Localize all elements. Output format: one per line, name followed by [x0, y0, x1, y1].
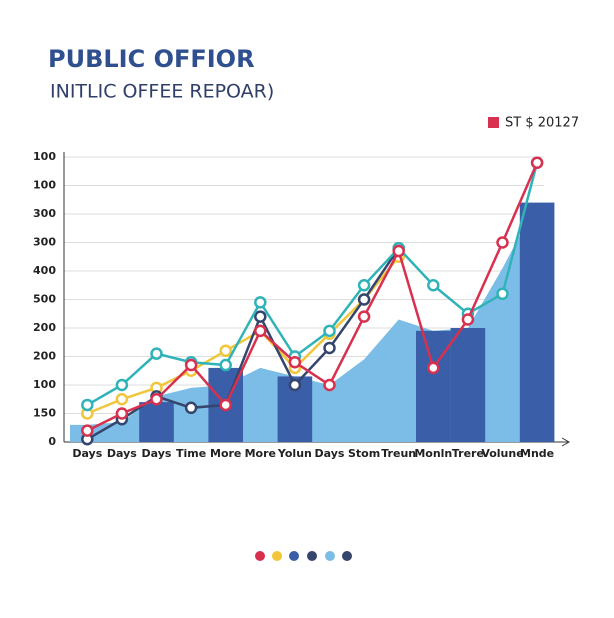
bar [450, 328, 486, 442]
point [496, 236, 509, 249]
x-tick-label: Treun [381, 447, 416, 460]
point [357, 293, 371, 306]
bar [519, 202, 555, 442]
bar [139, 402, 174, 442]
y-tick-label: 400 [33, 264, 56, 277]
point [115, 393, 129, 406]
y-tick-label: 200 [33, 350, 56, 363]
point [254, 324, 267, 338]
y-tick-label: 100 [33, 179, 56, 192]
point [427, 361, 440, 375]
point [357, 279, 371, 292]
point [323, 324, 336, 338]
x-tick-label: Yolun [277, 447, 312, 460]
dot [255, 551, 265, 561]
decor-dots [255, 551, 352, 561]
point [254, 296, 267, 309]
point [288, 355, 302, 369]
point [219, 398, 232, 412]
chart-subtitle: INITLIC OFFEE REPOAR) [50, 81, 274, 103]
point [427, 279, 440, 292]
point [357, 310, 371, 323]
point [496, 287, 509, 301]
dot [289, 551, 299, 561]
y-tick-label: 500 [33, 293, 56, 306]
point [323, 378, 336, 392]
line [86, 247, 400, 441]
y-tick-label: 150 [33, 407, 56, 420]
x-tick-label: Volune [481, 447, 523, 460]
x-tick-label: Days [142, 447, 172, 460]
point [184, 358, 198, 372]
y-tick-label: 300 [33, 236, 56, 249]
point [115, 407, 129, 420]
y-tick-label: 200 [33, 321, 56, 334]
x-axis-arrow [561, 437, 571, 447]
x-tick-label: Days [315, 447, 345, 460]
point [323, 341, 336, 355]
x-tick-label: More [245, 447, 276, 460]
legend-swatch [488, 117, 499, 128]
point [392, 244, 405, 258]
dot [272, 551, 282, 561]
point [184, 401, 198, 415]
point [254, 310, 267, 323]
bar [416, 330, 451, 442]
dot [325, 551, 335, 561]
point [81, 398, 94, 412]
y-tick-label: 300 [33, 207, 56, 220]
point [150, 393, 163, 406]
x-tick-label: Stom [348, 447, 380, 460]
x-tick-label: Days [72, 447, 102, 460]
point [219, 344, 232, 358]
y-tick-label: 100 [33, 150, 56, 163]
point [461, 313, 475, 326]
chart-title: PUBLIC OFFIOR [48, 45, 255, 73]
point [150, 347, 163, 360]
dot [342, 551, 352, 561]
x-tick-label: Time [176, 447, 206, 460]
point [288, 378, 302, 392]
y-tick-label: 0 [48, 435, 56, 448]
y-tick-label: 100 [33, 378, 56, 391]
line [86, 255, 400, 415]
x-tick-label: Monln [414, 447, 452, 460]
x-tick-label: Trere [452, 447, 484, 460]
point [530, 156, 544, 169]
x-tick-label: Days [107, 447, 137, 460]
legend-label: ST $ 20127 [505, 116, 579, 131]
point [81, 424, 94, 437]
x-tick-label: More [210, 447, 241, 460]
line [86, 162, 539, 432]
point [115, 378, 129, 392]
dot [307, 551, 317, 561]
point [219, 358, 232, 372]
x-tick-label: Mnde [520, 447, 554, 460]
